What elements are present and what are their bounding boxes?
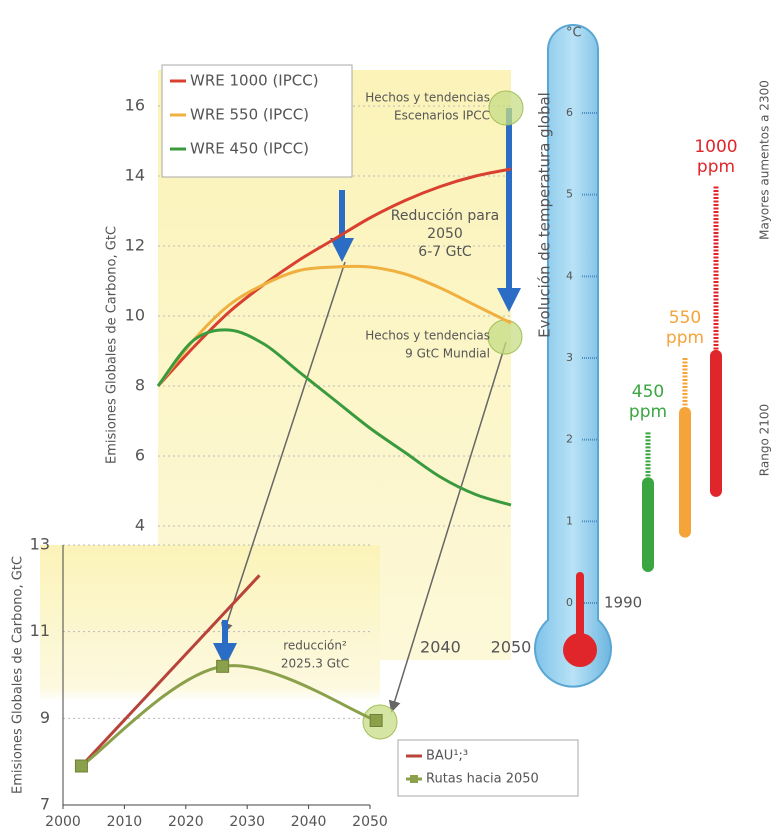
legend-marker	[410, 775, 418, 783]
range-label: 1000 ppm	[694, 136, 738, 177]
x-tick-label: 2020	[168, 814, 204, 830]
y-tick-label: 11	[30, 621, 50, 640]
y-tick-label: 9	[40, 708, 50, 727]
y-tick-label: 5	[566, 188, 573, 201]
connector-arrow	[388, 341, 507, 713]
y-axis-label: Emisiones Globales de Carbono, GtC	[105, 226, 120, 464]
annotation: 2025.3 GtC	[281, 657, 349, 671]
series-line	[80, 574, 261, 768]
highlight-circle	[488, 90, 524, 126]
thermometer-title: Evolución de temperatura global	[536, 92, 554, 338]
legend-label: BAU¹;³	[426, 749, 468, 764]
annotation: Hechos y tendencias	[365, 91, 490, 105]
y-tick-label: 4	[566, 269, 573, 282]
thermometer	[534, 24, 612, 688]
annotation: 9 GtC Mundial	[405, 347, 490, 361]
y-tick-label: 14	[125, 166, 145, 185]
series-line	[156, 328, 512, 507]
annotation: Hechos y tendencias	[365, 329, 490, 343]
annotation: Reducción para	[391, 208, 499, 224]
y-tick-label: 7	[40, 795, 50, 814]
y-tick-label: 0	[566, 596, 573, 609]
x-tick-label: 2010	[107, 814, 143, 830]
y-tick-label: 8	[135, 376, 145, 395]
range-label: 550 ppm	[665, 308, 705, 348]
y-tick-label: 1	[566, 514, 573, 527]
x-tick-label: 2040	[291, 814, 327, 830]
mercury-bulb	[563, 633, 597, 667]
y-tick-label: 6	[135, 446, 145, 465]
y-tick-label: 6	[566, 106, 573, 119]
x-tick-label: 2040	[420, 638, 461, 657]
unit-label: °C	[566, 26, 582, 41]
y-tick-label: 13	[30, 535, 50, 554]
series-line	[156, 167, 512, 388]
connector-arrow	[221, 261, 346, 635]
side-label: Mayores aumentos a 2300	[758, 80, 771, 240]
range-2100	[642, 477, 654, 572]
point-marker	[74, 759, 88, 773]
side-label: Rango 2100	[758, 404, 771, 476]
series-line	[156, 264, 512, 387]
point-marker	[216, 659, 230, 673]
legend-label: Rutas hacia 2050	[426, 772, 539, 787]
highlight-circle	[487, 319, 523, 355]
point-marker	[369, 714, 383, 727]
legend-label: WRE 550 (IPCC)	[190, 106, 309, 124]
y-tick-label: 12	[125, 236, 145, 255]
range-label: 450 ppm	[628, 382, 668, 423]
inset-plot-bg	[40, 545, 380, 805]
legend-box	[161, 64, 353, 178]
x-tick-label: 2000	[45, 814, 81, 830]
y-axis-label: Emisiones Globales de Carbono, GtC	[11, 556, 26, 794]
y-tick-label: 4	[135, 516, 145, 535]
annotation: 2050	[427, 226, 463, 242]
x-tick-label: 2050	[352, 814, 388, 830]
annotation: reducción²	[283, 639, 347, 653]
annotation: 6-7 GtC	[418, 244, 472, 260]
annotation: Escenarios IPCC	[394, 109, 490, 123]
legend-box	[397, 739, 579, 797]
y-tick-label: 16	[125, 96, 145, 115]
x-tick-label: 2030	[229, 814, 265, 830]
legend-label: WRE 1000 (IPCC)	[190, 72, 319, 90]
x-tick-label: 2050	[491, 638, 532, 657]
mercury	[576, 571, 584, 640]
range-2100	[710, 349, 722, 497]
y-tick-label: 2	[566, 433, 573, 446]
range-2100	[679, 407, 691, 538]
y-tick-label: 10	[125, 306, 145, 325]
baseline-label: 1990	[604, 594, 642, 612]
y-tick-label: 3	[566, 351, 573, 364]
legend-label: WRE 450 (IPCC)	[190, 140, 309, 158]
